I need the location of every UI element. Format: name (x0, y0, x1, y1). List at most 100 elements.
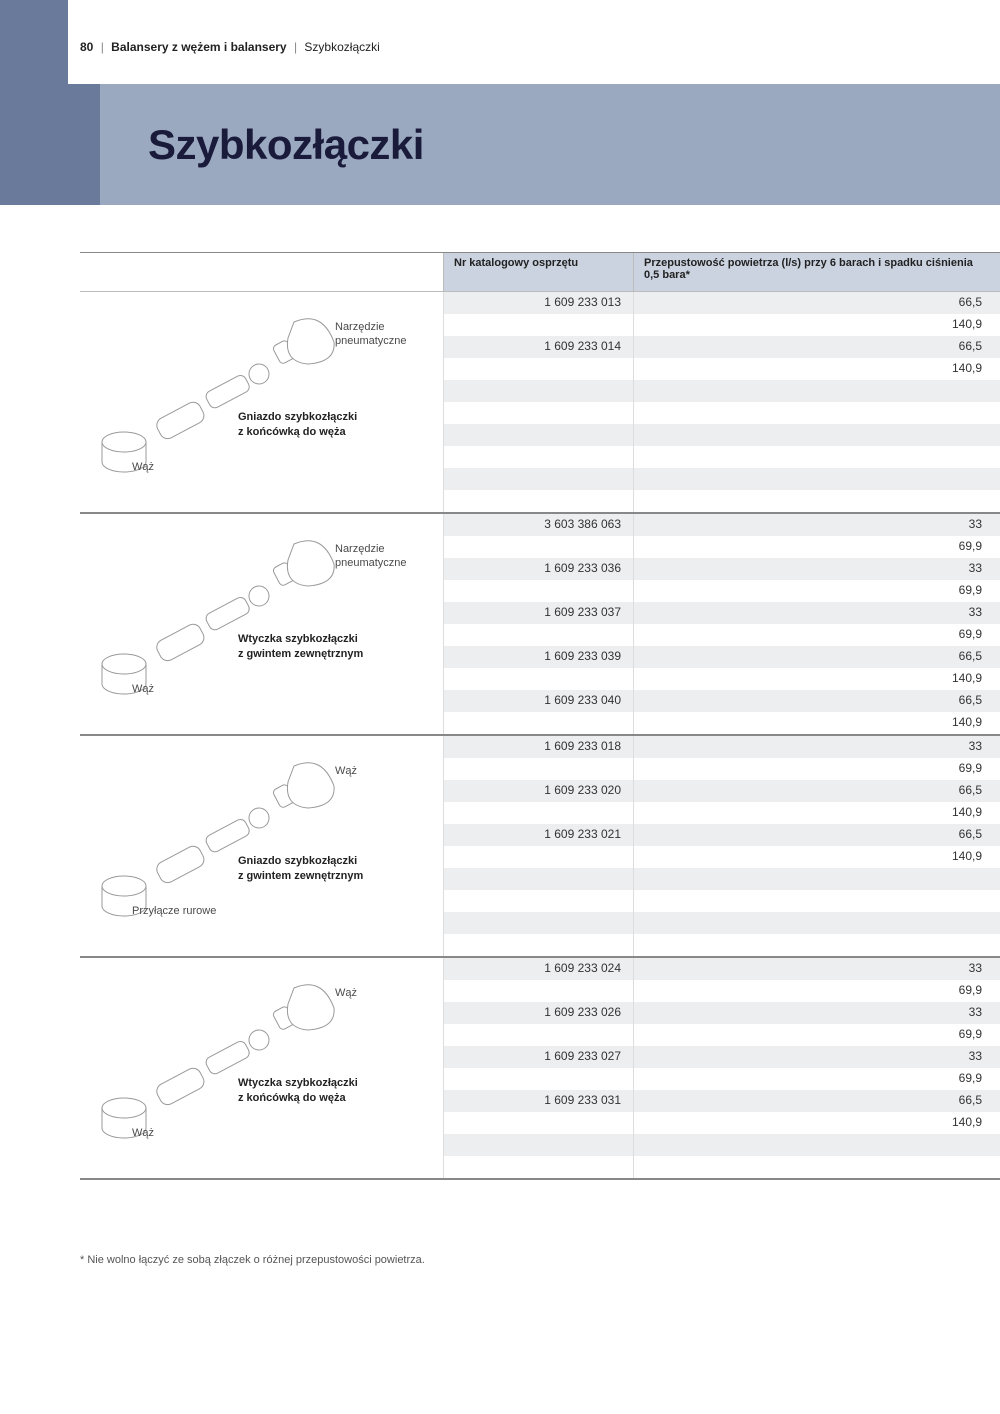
header-catalog: Nr katalogowy osprzętu (443, 253, 633, 291)
diagram-label-title2: z gwintem zewnętrznym (238, 647, 363, 661)
header-flow: Przepustowość powietrza (l/s) przy 6 bar… (633, 253, 1000, 291)
diagram-cell: WążWtyczka szybkozłączkiz końcówką do wę… (80, 958, 443, 1178)
flow-cell (633, 912, 1000, 934)
main-content: Nr katalogowy osprzętu Przepustowość pow… (80, 252, 1000, 1180)
flow-cell (633, 468, 1000, 490)
flow-cell (633, 890, 1000, 912)
table-section: WążGniazdo szybkozłączkiz gwintem zewnęt… (80, 736, 1000, 958)
diagram-label-title1: Gniazdo szybkozłączki (238, 854, 357, 868)
table-row: 69,9 (443, 758, 1000, 780)
table-row: 69,9 (443, 980, 1000, 1002)
table-row: 69,9 (443, 536, 1000, 558)
flow-cell: 140,9 (633, 846, 1000, 868)
catalog-cell: 3 603 386 063 (443, 514, 633, 536)
diagram-cell: Narzędzie pneuma­tyczne Gniazdo szybkozłą… (80, 292, 443, 512)
flow-cell: 66,5 (633, 690, 1000, 712)
diagram-label-tool: Wąż (335, 986, 415, 1000)
page-title: Szybkozłączki (148, 121, 424, 169)
diagram-label-tool: Wąż (335, 764, 415, 778)
hero-banner: Szybkozłączki (100, 84, 1000, 205)
catalog-cell: 1 609 233 024 (443, 958, 633, 980)
table-row: 69,9 (443, 1024, 1000, 1046)
catalog-cell: 1 609 233 037 (443, 602, 633, 624)
table-row: 1 609 233 02633 (443, 1002, 1000, 1024)
catalog-cell (443, 1024, 633, 1046)
flow-cell: 33 (633, 1046, 1000, 1068)
page-number: 80 (80, 40, 93, 54)
catalog-cell (443, 846, 633, 868)
catalog-cell (443, 934, 633, 956)
flow-cell: 66,5 (633, 292, 1000, 314)
catalog-cell: 1 609 233 020 (443, 780, 633, 802)
catalog-cell: 1 609 233 021 (443, 824, 633, 846)
table-row: 140,9 (443, 802, 1000, 824)
flow-cell (633, 490, 1000, 512)
table-row: 1 609 233 02733 (443, 1046, 1000, 1068)
breadcrumb-category: Balansery z wężem i balansery (111, 40, 286, 54)
breadcrumb: 80 | Balansery z wężem i balansery | Szy… (80, 40, 380, 54)
flow-cell: 69,9 (633, 758, 1000, 780)
table-section: Narzędzie pneuma­tyczneWtyczka szybkozłą… (80, 514, 1000, 736)
flow-cell: 140,9 (633, 712, 1000, 734)
table-section: Narzędzie pneuma­tyczne Gniazdo szybkozłą… (80, 292, 1000, 514)
table-row: 1 609 233 03733 (443, 602, 1000, 624)
flow-cell: 33 (633, 514, 1000, 536)
diagram-label-title1: Gniazdo szybkozłączki (238, 410, 357, 424)
table-row: 1 609 233 02066,5 (443, 780, 1000, 802)
data-rows: 1 609 233 0183369,91 609 233 02066,5140,… (443, 736, 1000, 956)
flow-cell: 66,5 (633, 646, 1000, 668)
table-row (443, 402, 1000, 424)
catalog-cell (443, 980, 633, 1002)
diagram-label-title2: z końcówką do węża (238, 425, 346, 439)
diagram-label-tool: Narzędzie pneuma­tyczne (335, 320, 415, 349)
catalog-cell (443, 380, 633, 402)
flow-cell: 140,9 (633, 802, 1000, 824)
flow-cell: 33 (633, 736, 1000, 758)
table-row (443, 446, 1000, 468)
diagram-label-tool: Narzędzie pneuma­tyczne (335, 542, 415, 571)
table-row (443, 890, 1000, 912)
table-row: 1 609 233 03966,5 (443, 646, 1000, 668)
catalog-cell: 1 609 233 014 (443, 336, 633, 358)
catalog-cell (443, 802, 633, 824)
table-row: 1 609 233 01833 (443, 736, 1000, 758)
table-row: 140,9 (443, 1112, 1000, 1134)
flow-cell: 69,9 (633, 1024, 1000, 1046)
flow-cell (633, 402, 1000, 424)
header-diagram-spacer (80, 253, 443, 291)
flow-cell: 33 (633, 602, 1000, 624)
table-row (443, 380, 1000, 402)
flow-cell: 33 (633, 558, 1000, 580)
side-accent-hero (0, 84, 100, 205)
catalog-cell: 1 609 233 027 (443, 1046, 633, 1068)
diagram-cell: Narzędzie pneuma­tyczneWtyczka szybkozłą… (80, 514, 443, 734)
catalog-cell: 1 609 233 036 (443, 558, 633, 580)
diagram-label-hose: Wąż (132, 1126, 154, 1140)
footnote: * Nie wolno łączyć ze sobą złączek o róż… (80, 1254, 425, 1266)
catalog-cell (443, 536, 633, 558)
table-row: 140,9 (443, 314, 1000, 336)
table-row (443, 912, 1000, 934)
table-row (443, 934, 1000, 956)
data-rows: 1 609 233 0243369,91 609 233 0263369,91 … (443, 958, 1000, 1178)
diagram-cell: WążGniazdo szybkozłączkiz gwintem zewnęt… (80, 736, 443, 956)
catalog-cell (443, 358, 633, 380)
flow-cell: 69,9 (633, 624, 1000, 646)
flow-cell: 140,9 (633, 358, 1000, 380)
table-row: 69,9 (443, 580, 1000, 602)
diagram-label-title2: z końcówką do węża (238, 1091, 346, 1105)
flow-cell: 140,9 (633, 668, 1000, 690)
flow-cell: 69,9 (633, 580, 1000, 602)
catalog-cell (443, 402, 633, 424)
catalog-cell (443, 1112, 633, 1134)
table-row: 1 609 233 01366,5 (443, 292, 1000, 314)
catalog-cell (443, 580, 633, 602)
table-row: 1 609 233 01466,5 (443, 336, 1000, 358)
catalog-cell: 1 609 233 013 (443, 292, 633, 314)
flow-cell (633, 424, 1000, 446)
catalog-cell: 1 609 233 040 (443, 690, 633, 712)
diagram-label-hose: Wąż (132, 682, 154, 696)
flow-cell: 69,9 (633, 980, 1000, 1002)
table-row (443, 868, 1000, 890)
catalog-cell (443, 446, 633, 468)
